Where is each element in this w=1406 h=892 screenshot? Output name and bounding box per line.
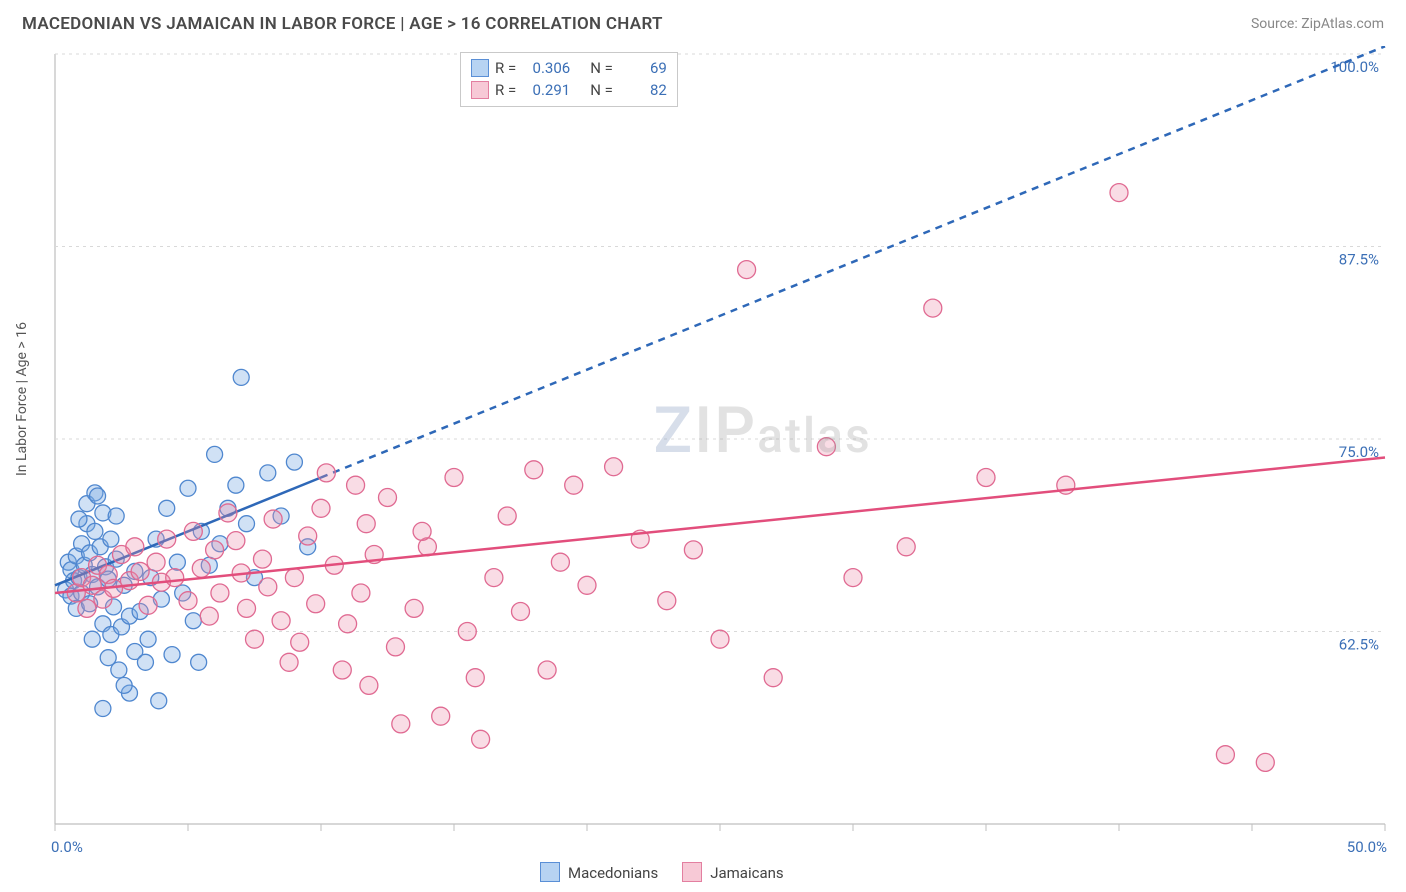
series-legend: Macedonians Jamaicans	[540, 862, 784, 882]
chart-header: MACEDONIAN VS JAMAICAN IN LABOR FORCE | …	[0, 0, 1406, 44]
y-axis-label: In Labor Force | Age > 16	[14, 322, 30, 476]
chart-area: In Labor Force | Age > 16 62.5%75.0%87.5…	[0, 46, 1406, 892]
chart-source: Source: ZipAtlas.com	[1251, 16, 1384, 32]
svg-text:87.5%: 87.5%	[1339, 251, 1379, 269]
svg-text:62.5%: 62.5%	[1339, 636, 1379, 654]
legend-item: Macedonians	[540, 862, 658, 882]
svg-text:0.0%: 0.0%	[51, 838, 83, 856]
legend-item: Jamaicans	[682, 862, 783, 882]
correlation-legend: R =0.306N =69R =0.291N =82	[460, 52, 678, 107]
scatter-chart: 62.5%75.0%87.5%100.0%0.0%50.0%	[0, 46, 1406, 892]
svg-text:100.0%: 100.0%	[1330, 58, 1379, 76]
legend-row: R =0.306N =69	[471, 57, 667, 79]
legend-row: R =0.291N =82	[471, 79, 667, 101]
svg-text:50.0%: 50.0%	[1347, 838, 1387, 856]
chart-title: MACEDONIAN VS JAMAICAN IN LABOR FORCE | …	[22, 14, 663, 34]
